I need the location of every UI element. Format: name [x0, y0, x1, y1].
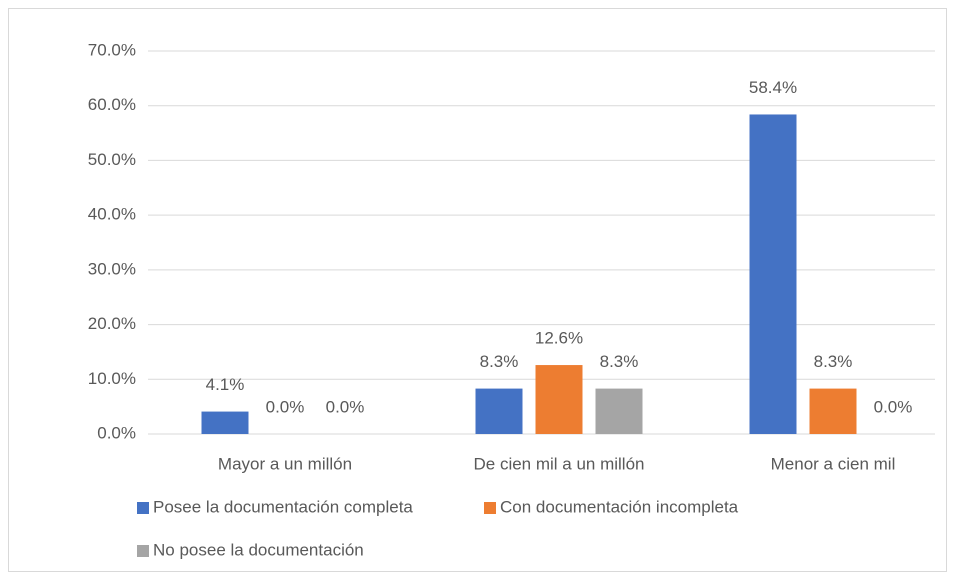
- x-tick-label: Menor a cien mil: [771, 454, 896, 473]
- value-label: 8.3%: [480, 352, 519, 371]
- value-label: 12.6%: [535, 329, 583, 348]
- value-label: 0.0%: [326, 397, 365, 416]
- bar: [535, 365, 583, 434]
- chart-border: [8, 8, 947, 572]
- x-tick-label: De cien mil a un millón: [473, 454, 644, 473]
- bar: [201, 411, 249, 434]
- legend-label: Posee la documentación completa: [153, 497, 413, 516]
- bar: [475, 388, 523, 434]
- y-tick-label: 20.0%: [88, 314, 136, 333]
- bar: [595, 388, 643, 434]
- legend-label: No posee la documentación: [153, 540, 364, 559]
- y-tick-label: 50.0%: [88, 150, 136, 169]
- y-tick-label: 60.0%: [88, 95, 136, 114]
- value-label: 4.1%: [206, 375, 245, 394]
- y-tick-label: 10.0%: [88, 369, 136, 388]
- y-tick-label: 30.0%: [88, 259, 136, 278]
- x-tick-label: Mayor a un millón: [218, 454, 352, 473]
- value-label: 8.3%: [814, 352, 853, 371]
- legend-swatch: [137, 502, 149, 514]
- value-label: 0.0%: [874, 397, 913, 416]
- y-tick-label: 70.0%: [88, 40, 136, 59]
- bar: [749, 114, 797, 435]
- legend-swatch: [137, 545, 149, 557]
- value-label: 0.0%: [266, 397, 305, 416]
- legend-label: Con documentación incompleta: [500, 497, 739, 516]
- y-tick-label: 0.0%: [97, 423, 136, 442]
- value-label: 58.4%: [749, 78, 797, 97]
- bar: [809, 388, 857, 434]
- y-tick-label: 40.0%: [88, 205, 136, 224]
- value-label: 8.3%: [600, 352, 639, 371]
- legend-swatch: [484, 502, 496, 514]
